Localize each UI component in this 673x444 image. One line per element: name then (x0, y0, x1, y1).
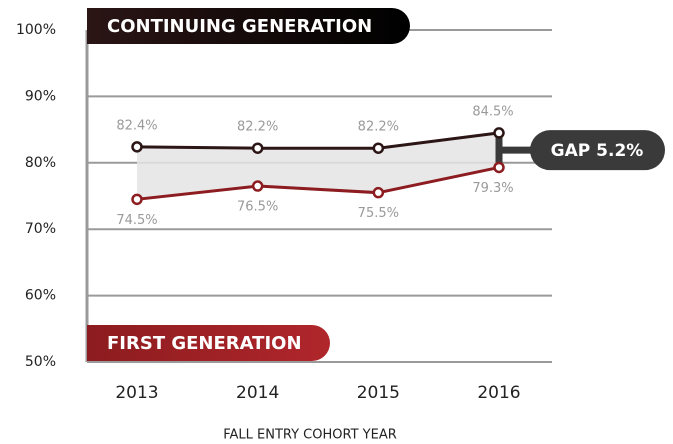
data-label: 82.4% (116, 118, 157, 133)
data-point (493, 127, 505, 139)
legend-banner (87, 325, 330, 361)
y-tick-label: 90% (25, 88, 56, 104)
data-label: 74.5% (116, 213, 157, 228)
data-point (251, 180, 264, 192)
x-tick-label: 2013 (115, 383, 158, 403)
x-tick-label: 2015 (357, 383, 400, 403)
gap-area (137, 132, 499, 200)
legend-label: FIRST GENERATION (107, 333, 302, 354)
data-point (131, 193, 143, 206)
y-tick-label: 60% (25, 288, 56, 304)
y-tick-label: 70% (25, 221, 56, 237)
gap-label: GAP 5.2% (551, 141, 644, 161)
gap-pill (530, 130, 665, 171)
data-point (372, 142, 385, 154)
legend-banner (87, 8, 410, 44)
series-line (136, 165, 500, 201)
x-tick-label: 2016 (477, 383, 520, 403)
y-tick-label: 50% (25, 354, 56, 370)
series-line (136, 131, 500, 150)
data-label: 75.5% (358, 206, 399, 221)
x-tick-label: 2014 (236, 383, 279, 403)
data-point (251, 142, 264, 154)
y-tick-label: 80% (25, 155, 56, 171)
legend-label: CONTINUING GENERATION (107, 16, 372, 37)
data-label: 76.5% (237, 200, 278, 215)
data-label: 82.2% (237, 120, 278, 135)
data-label: 82.2% (358, 120, 399, 135)
data-label: 84.5% (472, 104, 513, 119)
data-point (493, 161, 505, 174)
data-point (372, 186, 385, 199)
y-tick-label: 100% (16, 22, 56, 38)
data-point (131, 141, 143, 153)
data-label: 79.3% (472, 181, 513, 196)
x-axis-label: FALL ENTRY COHORT YEAR (223, 428, 397, 443)
